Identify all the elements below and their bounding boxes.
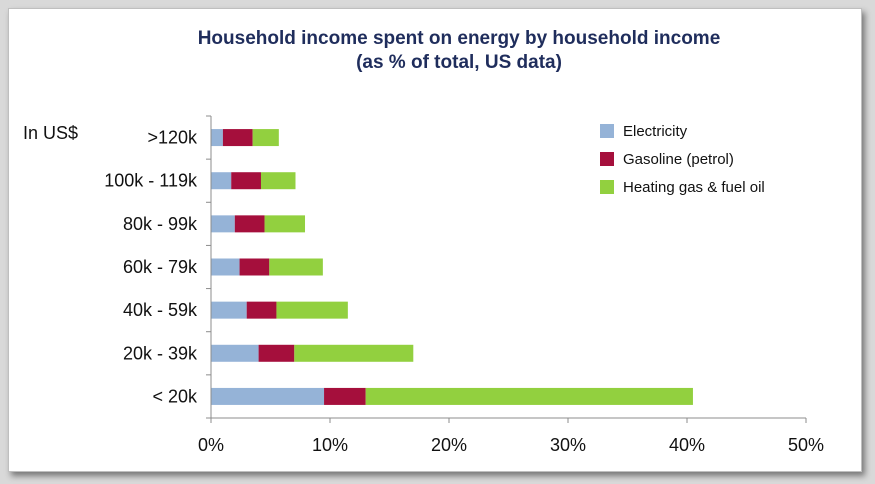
- bar-heating-gas-fuel-oil-3: [269, 258, 323, 276]
- x-tick-label: 40%: [669, 435, 705, 455]
- legend-label: Electricity: [623, 123, 688, 140]
- bar-gasoline-petrol--2: [234, 215, 265, 233]
- bar-heating-gas-fuel-oil-0: [252, 129, 279, 147]
- bar-heating-gas-fuel-oil-1: [260, 172, 296, 190]
- x-tick-label: 20%: [431, 435, 467, 455]
- legend-label: Heating gas & fuel oil: [623, 179, 765, 196]
- bar-heating-gas-fuel-oil-6: [365, 387, 693, 405]
- bar-gasoline-petrol--6: [324, 387, 366, 405]
- y-tick-label: 60k - 79k: [123, 257, 198, 277]
- y-tick-label: < 20k: [152, 386, 198, 406]
- chart-subtitle: (as % of total, US data): [356, 52, 562, 73]
- y-tick-label: 100k - 119k: [104, 171, 198, 191]
- bar-electricity-3: [211, 258, 240, 276]
- x-tick-label: 30%: [550, 435, 586, 455]
- chart-title-block: Household income spent on energy by hous…: [9, 27, 875, 75]
- y-tick-label: 80k - 99k: [123, 214, 198, 234]
- chart-frame: Household income spent on energy by hous…: [8, 8, 862, 472]
- bar-electricity-1: [211, 172, 232, 190]
- bar-gasoline-petrol--5: [258, 344, 295, 362]
- chart-title: Household income spent on energy by hous…: [197, 28, 721, 49]
- bars-group: [211, 129, 693, 405]
- bar-heating-gas-fuel-oil-5: [294, 344, 414, 362]
- bar-gasoline-petrol--3: [239, 258, 270, 276]
- x-tick-label: 10%: [312, 435, 348, 455]
- bar-chart: >120k 100k - 119k 80k - 99k 60k - 79k 40k - …: [104, 115, 824, 455]
- x-tick-label: 50%: [788, 435, 824, 455]
- bar-electricity-4: [211, 301, 247, 319]
- unit-label: In US$: [23, 123, 79, 143]
- x-tick-label: 0%: [198, 435, 224, 455]
- legend-swatch: [600, 152, 614, 166]
- bar-electricity-0: [211, 129, 223, 147]
- bar-electricity-2: [211, 215, 235, 233]
- axes-group: >120k 100k - 119k 80k - 99k 60k - 79k 40k - …: [104, 115, 824, 455]
- bar-gasoline-petrol--0: [222, 129, 253, 147]
- bar-heating-gas-fuel-oil-4: [276, 301, 348, 319]
- y-tick-label: 20k - 39k: [123, 343, 198, 363]
- legend-swatch: [600, 124, 614, 138]
- bar-gasoline-petrol--1: [231, 172, 261, 190]
- bar-heating-gas-fuel-oil-2: [264, 215, 306, 233]
- legend: Electricity Gasoline (petrol) Heating gas …: [600, 123, 765, 196]
- y-tick-label: >120k: [147, 128, 198, 148]
- bar-gasoline-petrol--4: [246, 301, 277, 319]
- legend-label: Gasoline (petrol): [623, 151, 734, 168]
- legend-swatch: [600, 180, 614, 194]
- y-tick-label: 40k - 59k: [123, 300, 198, 320]
- bar-electricity-5: [211, 344, 259, 362]
- bar-electricity-6: [211, 387, 325, 405]
